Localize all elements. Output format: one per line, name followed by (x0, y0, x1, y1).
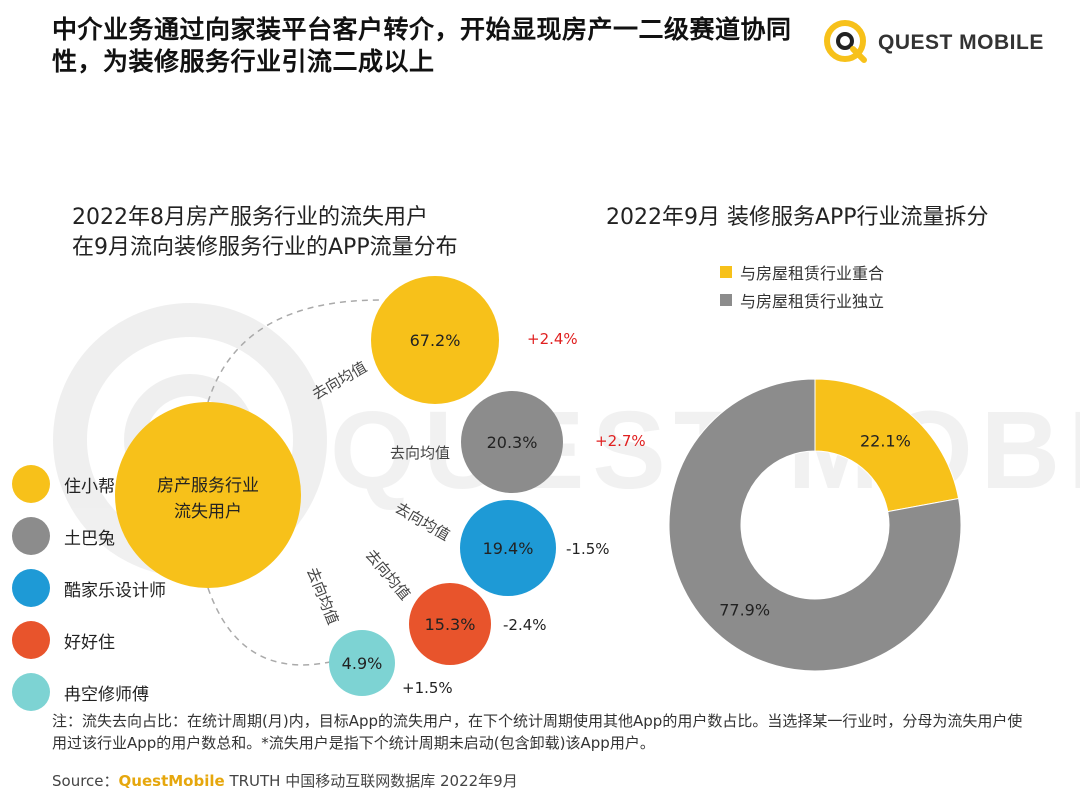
donut-legend: 与房屋租赁行业重合 与房屋租赁行业独立 (720, 258, 884, 314)
donut-legend-item: 与房屋租赁行业独立 (720, 286, 884, 314)
bubble-value-label: 67.2% (410, 331, 461, 350)
edge-label: 去向均值 (303, 565, 342, 627)
edge-label: 去向均值 (392, 499, 453, 545)
bubble-5 (329, 630, 395, 696)
bubble-delta-label: +2.7% (595, 432, 646, 450)
legend-dot (12, 465, 50, 503)
bubble-delta-label: -1.5% (566, 540, 610, 558)
legend-dot (12, 621, 50, 659)
donut-slice (814, 378, 960, 513)
bubble-legend-item: 土巴兔 (12, 510, 166, 562)
bubble-2 (461, 391, 563, 493)
questmobile-logo-icon (824, 20, 867, 63)
bubble-value-label: 19.4% (483, 539, 534, 558)
donut-slice (668, 378, 962, 672)
donut-slice-label: 77.9% (719, 601, 770, 620)
left-subtitle-line-2: 在9月流向装修服务行业的APP流量分布 (72, 235, 458, 260)
right-chart-subtitle: 2022年9月 装修服务APP行业流量拆分 (606, 205, 989, 230)
edge-label: 去向均值 (309, 358, 370, 404)
donut-legend-item: 与房屋租赁行业重合 (720, 258, 884, 286)
legend-label: 酷家乐设计师 (64, 580, 166, 601)
center-label: 流失用户 (174, 502, 242, 522)
connector-line (207, 587, 331, 666)
legend-dot (12, 517, 50, 555)
legend-label: 冉空修师傅 (64, 684, 149, 705)
bubble-delta-label: +2.4% (527, 330, 578, 348)
edge-label: 去向均值 (362, 546, 414, 604)
bubble-legend-item: 好好住 (12, 614, 166, 666)
left-subtitle-line-1: 2022年8月房产服务行业的流失用户 (72, 205, 428, 230)
center-label: 房产服务行业 (157, 476, 259, 496)
legend-label: 与房屋租赁行业重合 (740, 264, 885, 283)
legend-swatch (720, 266, 732, 278)
brand-logo: QUEST MOBILE (820, 16, 1050, 66)
footnote: 注：流失去向占比：在统计周期(月)内，目标App的流失用户，在下个统计周期使用其… (52, 712, 1023, 752)
legend-dot (12, 569, 50, 607)
source-suffix: TRUTH 中国移动互联网数据库 2022年9月 (224, 772, 518, 790)
legend-swatch (720, 294, 732, 306)
bubble-legend-item: 冉空修师傅 (12, 666, 166, 718)
donut-slice-label: 22.1% (860, 431, 911, 450)
legend-dot (12, 673, 50, 711)
bubble-value-label: 4.9% (342, 654, 383, 673)
bubble-1 (371, 276, 499, 404)
edge-label: 去向均值 (390, 444, 450, 462)
bubble-4 (409, 583, 491, 665)
legend-label: 与房屋租赁行业独立 (740, 292, 885, 311)
source-brand: QuestMobile (118, 772, 225, 790)
bubble-legend-item: 住小帮 (12, 458, 166, 510)
legend-label: 住小帮 (64, 476, 115, 497)
legend-label: 好好住 (64, 632, 115, 653)
bubble-legend-item: 酷家乐设计师 (12, 562, 166, 614)
legend-label: 土巴兔 (64, 528, 115, 549)
bubble-value-label: 15.3% (425, 615, 476, 634)
left-chart-subtitle: 2022年8月房产服务行业的流失用户 在9月流向装修服务行业的APP流量分布 (72, 203, 458, 263)
connector-line (207, 299, 381, 403)
source-prefix: Source： (52, 772, 119, 790)
bubble-3 (460, 500, 556, 596)
brand-name: QUEST MOBILE (878, 31, 1044, 54)
bubble-delta-label: -2.4% (503, 616, 547, 634)
bubble-legend: 住小帮 土巴兔 酷家乐设计师 好好住 冉空修师傅 (12, 458, 166, 718)
center-bubble (115, 402, 301, 588)
source-line: Source：QuestMobile TRUTH 中国移动互联网数据库 2022… (52, 770, 518, 791)
page-title: 中介业务通过向家装平台客户转介，开始显现房产一二级赛道协同性，为装修服务行业引流… (52, 15, 792, 76)
bubble-delta-label: +1.5% (402, 679, 453, 697)
bubble-value-label: 20.3% (487, 433, 538, 452)
